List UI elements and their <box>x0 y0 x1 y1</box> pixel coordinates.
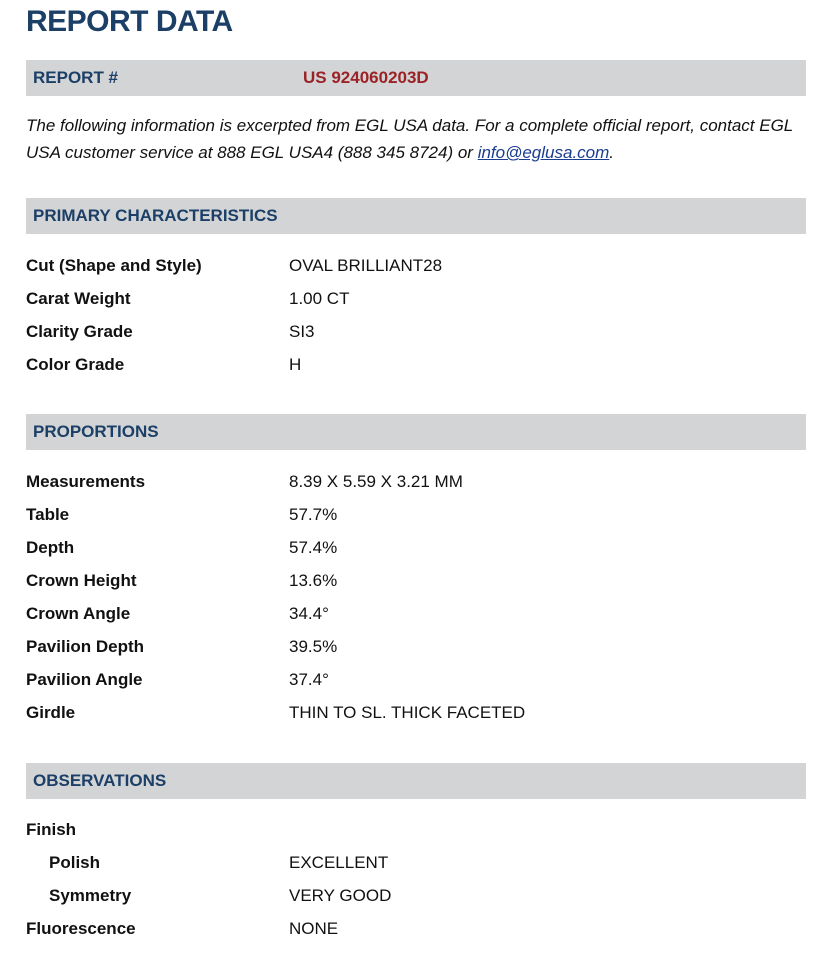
row-label: Cut (Shape and Style) <box>26 255 202 275</box>
data-row: Clarity Grade SI3 <box>26 315 806 348</box>
data-row: Pavilion Angle 37.4° <box>26 663 806 696</box>
row-label: Clarity Grade <box>26 321 133 341</box>
data-row: Depth 57.4% <box>26 531 806 564</box>
row-label: Finish <box>26 819 77 839</box>
row-value: SI3 <box>289 321 315 341</box>
data-row: Pavilion Depth 39.5% <box>26 630 806 663</box>
section-heading: PRIMARY CHARACTERISTICS <box>33 206 278 225</box>
data-row: Symmetry VERY GOOD <box>26 879 806 912</box>
row-value: EXCELLENT <box>289 852 389 872</box>
row-value: 57.4% <box>289 537 338 557</box>
row-value: 39.5% <box>289 636 338 656</box>
row-value: 57.7% <box>289 504 338 524</box>
row-value: OVAL BRILLIANT28 <box>289 255 443 275</box>
observations-header: OBSERVATIONS <box>26 763 806 799</box>
data-row: Table 57.7% <box>26 498 806 531</box>
row-value: 13.6% <box>289 570 338 590</box>
row-label: Depth <box>26 537 75 557</box>
row-value: H <box>289 354 302 374</box>
section-heading: OBSERVATIONS <box>33 771 167 790</box>
data-row: Carat Weight 1.00 CT <box>26 282 806 315</box>
data-row: Crown Height 13.6% <box>26 564 806 597</box>
intro-text: The following information is excerpted f… <box>26 112 806 166</box>
primary-characteristics-header: PRIMARY CHARACTERISTICS <box>26 198 806 234</box>
data-row: Girdle THIN TO SL. THICK FACETED <box>26 696 806 729</box>
row-label: Carat Weight <box>26 288 131 308</box>
data-row: Cut (Shape and Style) OVAL BRILLIANT28 <box>26 249 806 282</box>
row-label: Pavilion Depth <box>26 636 145 656</box>
report-number-label: REPORT # <box>33 68 119 87</box>
row-label: Fluorescence <box>26 918 136 938</box>
row-value: 34.4° <box>289 603 329 623</box>
row-label: Crown Height <box>26 570 137 590</box>
row-label: Table <box>26 504 70 524</box>
page-title: REPORT DATA <box>26 5 233 38</box>
row-label: Girdle <box>26 702 76 722</box>
data-row: Crown Angle 34.4° <box>26 597 806 630</box>
row-value: 1.00 CT <box>289 288 350 308</box>
row-label: Measurements <box>26 471 146 491</box>
row-label: Crown Angle <box>26 603 131 623</box>
intro-body: The following information is excerpted f… <box>26 116 793 162</box>
data-row: Color Grade H <box>26 348 806 381</box>
row-label: Color Grade <box>26 354 125 374</box>
row-value: 8.39 X 5.59 X 3.21 MM <box>289 471 463 491</box>
row-label: Polish <box>49 852 101 872</box>
row-label: Symmetry <box>49 885 132 905</box>
section-heading: PROPORTIONS <box>33 422 159 441</box>
data-row: Measurements 8.39 X 5.59 X 3.21 MM <box>26 465 806 498</box>
row-label: Pavilion Angle <box>26 669 143 689</box>
intro-end: . <box>609 143 615 162</box>
row-value: THIN TO SL. THICK FACETED <box>289 702 526 722</box>
report-number-bar: REPORT # US 924060203D <box>26 60 806 96</box>
row-value: NONE <box>289 918 339 938</box>
data-row: Finish <box>26 813 806 846</box>
data-row: Polish EXCELLENT <box>26 846 806 879</box>
proportions-header: PROPORTIONS <box>26 414 806 450</box>
row-value: VERY GOOD <box>289 885 392 905</box>
email-link[interactable]: info@eglusa.com <box>477 143 610 162</box>
row-value: 37.4° <box>289 669 329 689</box>
report-number-value: US 924060203D <box>303 68 429 87</box>
data-row: Fluorescence NONE <box>26 912 806 945</box>
